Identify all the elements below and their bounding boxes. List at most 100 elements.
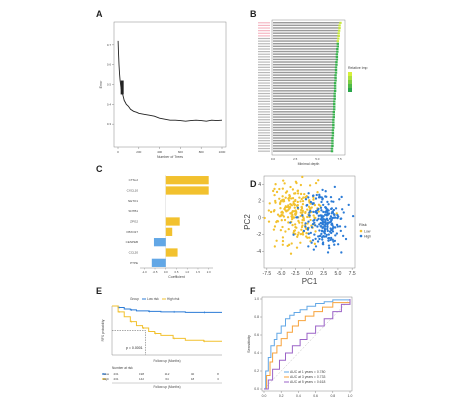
panel-e-risk-count: 231	[113, 377, 118, 381]
panel-d-point-low	[296, 192, 300, 195]
panel-e-risk-count: 142	[139, 377, 144, 381]
panel-d-point-high	[321, 238, 324, 241]
panel-d-point-low	[300, 208, 303, 212]
panel-b-gene-label	[258, 58, 270, 61]
panel-b-xtick-label: 2.5	[293, 157, 298, 161]
panel-d-point-high	[323, 228, 327, 231]
panel-d-point-low	[285, 205, 288, 209]
panel-c-category-label: CXCL10	[127, 189, 139, 193]
panel-d-point-high	[324, 222, 327, 226]
panel-b-bar	[273, 45, 338, 48]
panel-e-km-high	[112, 305, 222, 342]
panel-b-bar-end	[331, 131, 335, 134]
panel-d-point-low	[280, 219, 283, 222]
panel-d-point-low	[299, 183, 303, 187]
panel-b-bar-end	[334, 79, 337, 82]
panel-d-point-low	[305, 232, 308, 235]
panel-b-gene-label	[258, 134, 270, 137]
panel-b-bar-end	[332, 123, 335, 127]
panel-d-point-high	[333, 216, 336, 219]
panel-d-point-high	[326, 223, 329, 227]
panel-b-gene-label	[258, 92, 270, 95]
panel-d-point-high	[314, 197, 318, 200]
panel-b-gene-label	[258, 140, 270, 142]
panel-b-bar-end	[336, 45, 339, 48]
panel-d-point-high	[322, 226, 325, 229]
panel-d-point-low	[306, 222, 309, 225]
panel-b-gene-label	[258, 121, 270, 123]
panel-b-frame	[271, 19, 346, 156]
panel-b-bar-end	[335, 61, 338, 64]
panel-d-xtick-label: 5.0	[334, 271, 341, 277]
panel-b-gene-label	[258, 116, 270, 118]
panel-b-bar	[273, 50, 338, 53]
panel-b-bar	[273, 24, 340, 27]
panel-d-point-high	[328, 246, 331, 250]
panel-d-point-high	[329, 215, 333, 218]
panel-b-gene-label	[258, 127, 270, 129]
panel-c-category-label: CENPEB	[126, 240, 138, 244]
panel-d-point-low	[305, 194, 308, 198]
panel-d-point-high	[296, 216, 299, 219]
panel-b-bar-end	[333, 89, 337, 93]
panel-b-bar-end	[331, 139, 334, 142]
panel-b-bar	[273, 139, 333, 142]
panel-b-bar	[273, 124, 334, 126]
panel-d-point-low	[316, 191, 319, 194]
panel-b-bar	[273, 66, 337, 68]
panel-e-p-value: p = 0.0001	[126, 346, 143, 350]
panel-b-bar	[273, 71, 337, 74]
panel-b-gene-label	[258, 145, 270, 147]
panel-b-gene-label	[258, 111, 270, 113]
panel-d-point-low	[281, 195, 284, 198]
panel-d-point-high	[307, 232, 310, 235]
panel-d-point-high	[320, 217, 323, 221]
panel-d-point-high	[321, 242, 324, 246]
panel-d-point-high	[308, 211, 311, 214]
panel-a-xtick-label: 0	[117, 150, 119, 154]
panel-d-point-high	[335, 232, 339, 235]
panel-d-point-high	[318, 229, 321, 232]
panel-a-ylabel: Error	[99, 80, 103, 89]
panel-d-point-low	[294, 213, 297, 216]
panel-b-bar	[273, 147, 333, 150]
panel-d-point-low	[286, 209, 289, 212]
panel-f-ytick-label: 1.0	[254, 297, 259, 301]
panel-d-point-high	[334, 226, 337, 229]
panel-c-category-label: PTPE	[130, 261, 138, 265]
panel-d-point-low	[281, 239, 285, 243]
panel-f-frame	[261, 296, 353, 392]
panel-f-xtick-label: 0.8	[330, 394, 335, 398]
panel-b-bar	[273, 126, 334, 129]
panel-d-point-high	[327, 244, 331, 247]
panel-d-point-low	[300, 228, 303, 231]
panel-d-point-low	[317, 179, 320, 182]
panel-a-ytick-label: 0.4	[107, 102, 112, 106]
panel-d-point-low	[291, 223, 294, 227]
panel-b-gene-label	[258, 27, 270, 29]
panel-e-xlabel: Follow up (Months)	[153, 359, 180, 363]
panel-d-point-low	[287, 221, 290, 224]
panel-b-legend-swatch	[348, 88, 352, 92]
panel-b-legend-title: Relative Imp	[348, 66, 368, 70]
panel-d-point-high	[342, 234, 345, 238]
panel-a-xtick-label: 400	[157, 150, 162, 154]
panel-d-point-high	[301, 214, 304, 217]
panel-b-bar	[273, 63, 337, 66]
panel-d-point-high	[328, 217, 332, 220]
panel-e-risk-group: High	[103, 377, 110, 381]
panel-d-xlabel: PC1	[302, 277, 318, 286]
panel-b-gene-label	[258, 87, 270, 89]
panel-b-bar	[273, 87, 336, 89]
panel-d-point-low	[263, 216, 266, 220]
panel-b-bar-end	[337, 37, 340, 40]
panel-d-point-high	[313, 233, 316, 236]
panel-b-bar	[273, 95, 335, 97]
panel-f-roc-1	[264, 299, 351, 390]
panel-d-point-low	[278, 187, 281, 191]
panel-d-point-high	[327, 233, 330, 236]
panel-b-bar	[273, 29, 340, 32]
panel-d-ytick-label: 2	[258, 199, 261, 205]
panel-d-point-low	[303, 192, 306, 196]
